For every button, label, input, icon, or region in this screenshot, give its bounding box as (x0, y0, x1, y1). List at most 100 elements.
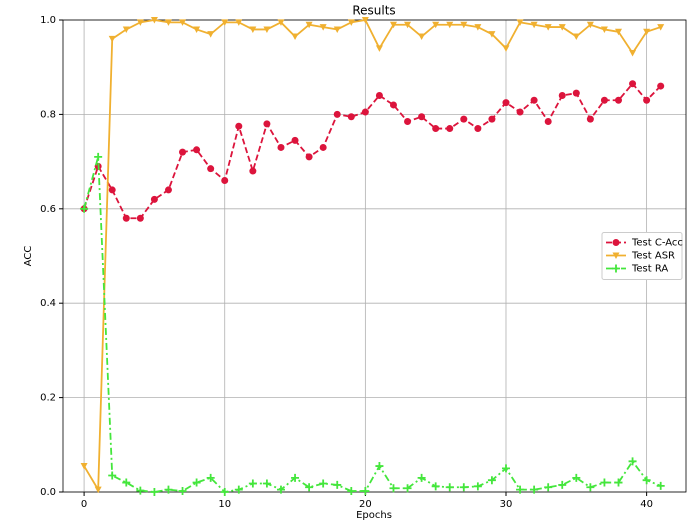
y-tick-label: 0.8 (40, 109, 56, 120)
marker (657, 82, 665, 90)
marker (418, 33, 426, 41)
legend-marker (612, 264, 620, 273)
marker (319, 24, 327, 31)
marker (656, 481, 665, 490)
marker (347, 487, 356, 496)
marker (361, 108, 369, 116)
marker (164, 485, 173, 494)
marker (80, 463, 88, 470)
x-tick-label: 30 (500, 499, 513, 510)
marker (628, 457, 637, 466)
marker (474, 125, 482, 133)
marker (192, 478, 201, 487)
marker (642, 476, 651, 485)
marker (221, 176, 229, 184)
legend: Test C-Acc Test ASR Test RA (601, 232, 683, 280)
marker (544, 117, 552, 125)
marker (333, 110, 341, 118)
marker (80, 204, 89, 213)
marker (150, 488, 159, 496)
marker (572, 33, 580, 41)
marker (136, 486, 145, 495)
marker (431, 482, 440, 491)
marker (305, 483, 314, 492)
marker (460, 115, 468, 123)
chart-title: Results (352, 4, 395, 18)
marker (333, 26, 341, 33)
marker (586, 483, 595, 492)
marker (122, 26, 130, 33)
marker (305, 153, 313, 161)
marker (234, 485, 243, 494)
marker (248, 479, 257, 488)
marker (193, 146, 201, 154)
marker (263, 120, 271, 128)
marker (291, 473, 300, 482)
y-axis-label: ACC (23, 246, 34, 267)
y-tick-label: 1.0 (40, 15, 56, 26)
marker (530, 96, 538, 104)
marker (558, 92, 566, 100)
marker (178, 487, 187, 496)
marker (629, 50, 637, 57)
marker (657, 24, 665, 31)
marker (375, 92, 383, 100)
marker (347, 19, 355, 26)
marker (235, 122, 243, 130)
marker (179, 148, 187, 156)
x-tick-label: 0 (81, 499, 87, 510)
marker (319, 479, 328, 488)
x-tick-label: 20 (359, 499, 372, 510)
marker (108, 35, 116, 43)
marker (122, 478, 131, 487)
marker (207, 31, 215, 38)
marker (404, 117, 412, 125)
y-tick-label: 0.0 (40, 487, 56, 498)
marker (600, 96, 608, 104)
marker (544, 24, 552, 31)
marker (474, 24, 482, 31)
marker (164, 186, 172, 194)
marker (277, 143, 285, 151)
marker (361, 17, 369, 24)
marker (614, 28, 622, 36)
y-tick-label: 0.4 (40, 298, 56, 309)
marker (122, 214, 130, 222)
marker (530, 485, 539, 494)
marker (614, 96, 622, 104)
x-axis-label: Epochs (356, 510, 392, 521)
series-line (83, 156, 662, 493)
marker (516, 19, 524, 26)
x-tick-label: 10 (218, 499, 231, 510)
marker (94, 152, 103, 161)
marker (445, 483, 454, 492)
marker (94, 486, 102, 494)
marker (530, 21, 538, 29)
marker (347, 113, 355, 121)
marker (164, 19, 172, 26)
marker (221, 19, 229, 26)
marker (277, 19, 285, 26)
marker (375, 45, 383, 52)
marker (544, 483, 553, 492)
marker (361, 487, 370, 496)
marker (432, 21, 440, 29)
marker (487, 476, 496, 485)
marker (291, 33, 299, 41)
marker (600, 26, 608, 33)
marker (629, 80, 637, 88)
marker (586, 115, 594, 123)
marker (150, 195, 158, 203)
marker (249, 26, 257, 33)
marker (418, 113, 426, 121)
marker (249, 167, 257, 175)
marker (375, 462, 384, 471)
marker (586, 21, 594, 29)
marker (262, 479, 271, 488)
marker (446, 21, 454, 29)
legend-marker (612, 239, 620, 246)
marker (614, 478, 623, 487)
marker (643, 96, 651, 104)
marker (572, 473, 581, 482)
